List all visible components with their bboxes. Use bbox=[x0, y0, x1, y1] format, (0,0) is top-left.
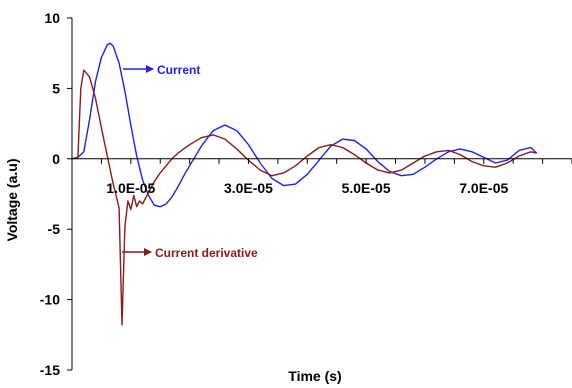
series-layer bbox=[71, 42, 538, 326]
annotation-derivative: Current derivative bbox=[122, 246, 258, 260]
y-tick-label: 0 bbox=[52, 151, 60, 167]
x-tick-label: 3.0E-05 bbox=[224, 180, 273, 196]
x-axis-title: Time (s) bbox=[288, 368, 341, 384]
y-tick-label: 10 bbox=[44, 10, 60, 26]
y-tick-label: -5 bbox=[48, 221, 61, 237]
x-tick-label: 7.0E-05 bbox=[459, 180, 508, 196]
axes-layer bbox=[67, 17, 572, 371]
annotation-derivative-label: Current derivative bbox=[155, 246, 258, 260]
series-line-derivative bbox=[71, 69, 537, 326]
x-tick-label: 1.0E-05 bbox=[106, 180, 155, 196]
annotation-current: Current bbox=[123, 63, 200, 77]
series-line-current bbox=[71, 42, 538, 208]
y-tick-label: 5 bbox=[52, 80, 60, 96]
y-tick-label: -10 bbox=[40, 292, 60, 308]
labels-layer: 10 5 0 -5 -10 -15 1.0E-05 3.0E-05 5.0E-05 7.0E-05 bbox=[40, 10, 509, 378]
x-tick-label: 5.0E-05 bbox=[342, 180, 391, 196]
y-tick-label: -15 bbox=[40, 362, 60, 378]
annotation-current-label: Current bbox=[157, 63, 200, 77]
y-axis-title: Voltage (a.u) bbox=[4, 159, 20, 242]
